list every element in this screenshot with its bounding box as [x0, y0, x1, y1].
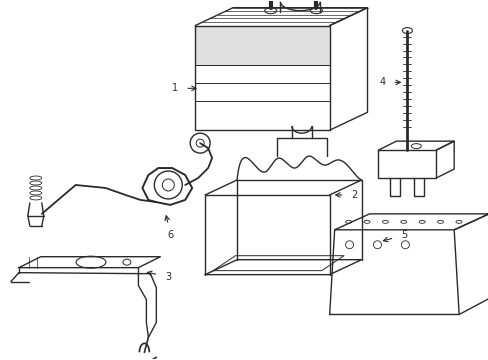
Ellipse shape — [410, 144, 421, 149]
Ellipse shape — [30, 176, 41, 180]
Ellipse shape — [76, 256, 106, 268]
Ellipse shape — [418, 220, 424, 223]
Circle shape — [196, 139, 203, 147]
Polygon shape — [195, 26, 329, 66]
Ellipse shape — [402, 28, 411, 33]
Circle shape — [345, 241, 353, 249]
Text: 4: 4 — [379, 77, 385, 87]
Ellipse shape — [30, 181, 41, 185]
Circle shape — [154, 171, 182, 199]
Ellipse shape — [30, 186, 41, 190]
Text: 1: 1 — [172, 84, 178, 93]
Ellipse shape — [30, 196, 41, 200]
Ellipse shape — [345, 220, 351, 223]
Text: 5: 5 — [400, 230, 407, 240]
Circle shape — [162, 179, 174, 191]
Ellipse shape — [455, 220, 461, 223]
Ellipse shape — [30, 191, 41, 195]
Ellipse shape — [264, 8, 276, 14]
Text: 2: 2 — [351, 190, 357, 200]
Ellipse shape — [400, 220, 406, 223]
Ellipse shape — [310, 8, 322, 14]
Circle shape — [401, 241, 408, 249]
Ellipse shape — [382, 220, 387, 223]
Ellipse shape — [437, 220, 443, 223]
Ellipse shape — [122, 259, 131, 265]
Ellipse shape — [363, 220, 369, 223]
Circle shape — [373, 241, 381, 249]
Text: 3: 3 — [165, 271, 171, 282]
Circle shape — [190, 133, 210, 153]
Text: 6: 6 — [167, 230, 173, 239]
